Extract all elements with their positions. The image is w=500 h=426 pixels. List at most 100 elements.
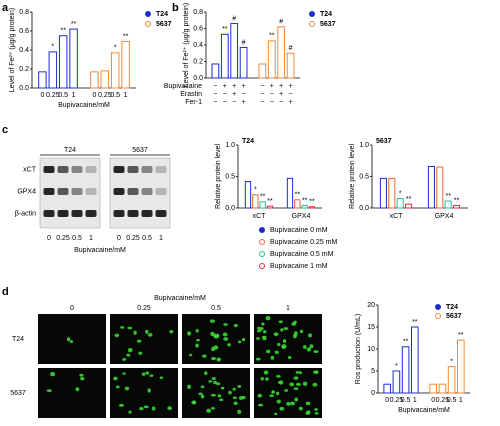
cell (169, 329, 174, 334)
legend-label: T24 (156, 11, 168, 18)
blot-band (127, 210, 139, 217)
significance: ** (309, 199, 315, 206)
cell (255, 337, 261, 340)
x-tick-label: 0 (40, 92, 44, 99)
bar (447, 366, 456, 394)
cell (202, 354, 207, 358)
y-tick-label: 0.5 (225, 173, 235, 180)
legend-marker (259, 263, 265, 269)
cell (232, 396, 238, 400)
blot-band (71, 188, 83, 195)
blot-row: β-actin (15, 210, 36, 217)
cell (138, 351, 143, 355)
cell (217, 394, 222, 398)
blot-group: T24 (64, 147, 76, 154)
cell (209, 319, 215, 323)
condition-sign: − (232, 99, 236, 106)
cell (227, 343, 231, 347)
cell (126, 353, 131, 357)
significance: ** (403, 339, 409, 346)
legend-label: Bupivacaine 0 mM (270, 227, 328, 234)
y-axis-label: Relative protein level (349, 144, 356, 209)
cell (278, 320, 283, 324)
cell (120, 326, 125, 329)
bar (429, 383, 438, 394)
cell (141, 372, 146, 376)
bar (252, 194, 259, 209)
bar (308, 206, 316, 209)
bar (294, 199, 301, 209)
legend-marker (435, 313, 441, 319)
panel-label: b (172, 2, 179, 14)
cell (206, 408, 212, 413)
cell (306, 347, 312, 352)
cell (195, 343, 199, 348)
cell (145, 371, 150, 375)
cell (223, 337, 229, 341)
bar (383, 383, 392, 394)
condition-sign: − (270, 91, 274, 98)
bar (427, 165, 435, 209)
blot-group: 5637 (132, 147, 148, 154)
chart-subtitle: 5637 (376, 138, 392, 145)
cell (143, 405, 149, 409)
bar (100, 70, 110, 89)
significance: ** (123, 33, 129, 40)
cell (191, 400, 197, 405)
bar (410, 326, 419, 394)
legend-marker (309, 21, 315, 27)
cell (287, 356, 292, 360)
condition-sign: − (213, 99, 217, 106)
cell (213, 380, 218, 385)
cell (298, 406, 303, 411)
cell (308, 333, 313, 338)
cell (269, 394, 274, 398)
y-axis-label: Level of Fe²⁺ (μg/g protein) (183, 3, 190, 87)
micro-image (182, 314, 250, 364)
micro-image (110, 368, 178, 418)
significance: * (114, 45, 117, 52)
cell (216, 357, 221, 362)
blot-band (85, 166, 97, 173)
x-tick-label: GPX4 (292, 213, 311, 220)
cell (286, 401, 291, 406)
cell (136, 339, 142, 343)
cell (114, 333, 120, 338)
condition-sign: − (270, 99, 274, 106)
cell (265, 315, 271, 321)
cell (208, 380, 213, 383)
bar (396, 198, 404, 209)
cell (256, 357, 261, 361)
significance: ** (71, 21, 77, 28)
x-tick-label: 1 (124, 92, 128, 99)
significance: ** (406, 196, 412, 203)
y-tick-label: 20 (367, 302, 375, 309)
cell (220, 386, 225, 390)
chart-subtitle: T24 (242, 138, 254, 145)
significance: * (399, 190, 402, 197)
y-tick-label: 0.5 (359, 173, 369, 180)
significance: # (232, 15, 236, 22)
y-tick-label: 0.2 (19, 66, 29, 73)
x-tick-label: 0 (385, 397, 389, 404)
legend-label: Bupivacaine 0.25 mM (270, 239, 337, 246)
bar (211, 63, 220, 79)
blot-band (127, 166, 139, 173)
cell (299, 329, 304, 334)
micro-image (254, 368, 322, 418)
cell (280, 328, 284, 332)
bar (38, 71, 47, 89)
cell (200, 385, 205, 389)
micro-image (38, 314, 106, 364)
blot-lane: 0 (117, 235, 121, 242)
y-axis-label: Relative protein level (215, 144, 222, 209)
x-tick-label: 0.5 (447, 397, 457, 404)
cell (295, 370, 299, 374)
blot-lane: 0 (47, 235, 51, 242)
cell (265, 377, 269, 381)
cell (281, 346, 287, 349)
blot-band (71, 210, 83, 217)
bar (438, 383, 447, 394)
cell (276, 399, 281, 404)
cell (113, 376, 118, 381)
